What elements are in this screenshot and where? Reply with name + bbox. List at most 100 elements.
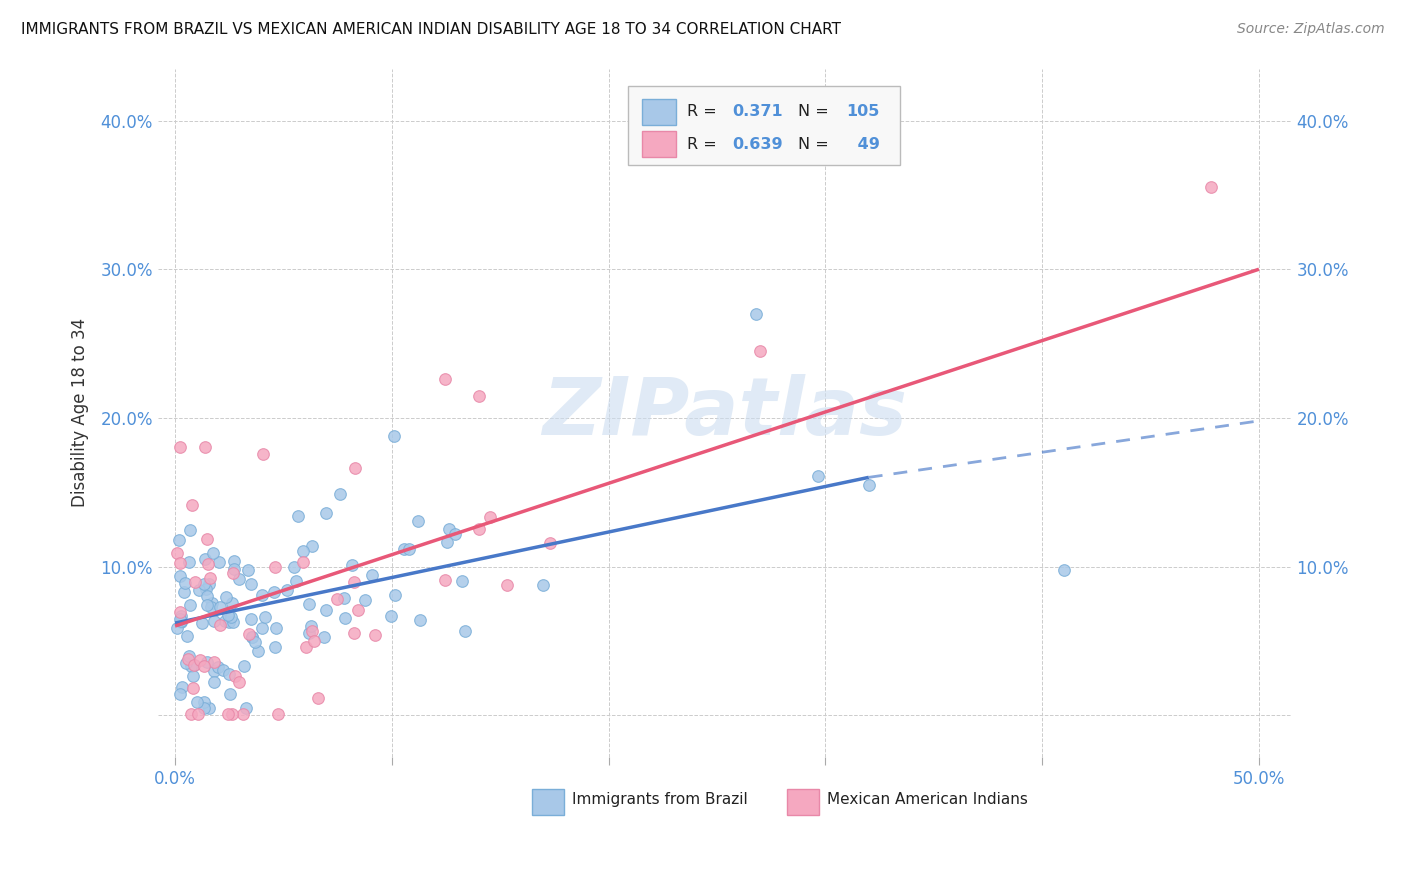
- Point: [343, 575, 366, 590]
- Point: [263, 560, 285, 574]
- Point: [181, 669, 204, 683]
- Text: 0.639: 0.639: [733, 136, 783, 152]
- Point: [167, 533, 190, 548]
- Point: [217, 608, 239, 623]
- Point: [299, 619, 322, 633]
- Point: [221, 596, 243, 610]
- Point: [361, 568, 384, 582]
- Point: [221, 706, 243, 721]
- Point: [346, 603, 368, 617]
- Point: [240, 612, 263, 626]
- Point: [177, 652, 200, 666]
- Point: [437, 523, 460, 537]
- Point: [354, 593, 377, 607]
- Text: IMMIGRANTS FROM BRAZIL VS MEXICAN AMERICAN INDIAN DISABILITY AGE 18 TO 34 CORREL: IMMIGRANTS FROM BRAZIL VS MEXICAN AMERIC…: [21, 22, 841, 37]
- Point: [188, 583, 211, 598]
- Bar: [787, 789, 818, 814]
- Text: Mexican American Indians: Mexican American Indians: [827, 792, 1028, 807]
- Point: [287, 508, 309, 523]
- Point: [208, 555, 231, 569]
- Point: [291, 544, 314, 558]
- Point: [749, 343, 772, 358]
- Point: [166, 621, 188, 635]
- Bar: [641, 99, 676, 125]
- Point: [858, 477, 880, 491]
- Point: [451, 574, 474, 589]
- Point: [169, 612, 191, 626]
- Point: [335, 610, 357, 624]
- Text: R =: R =: [688, 104, 723, 120]
- Point: [180, 706, 202, 721]
- Point: [236, 563, 259, 577]
- Point: [315, 603, 337, 617]
- Point: [219, 609, 242, 624]
- Point: [240, 630, 263, 644]
- Point: [200, 571, 222, 585]
- Point: [200, 596, 222, 610]
- Point: [364, 628, 387, 642]
- Point: [222, 554, 245, 568]
- Point: [214, 591, 236, 605]
- Point: [301, 624, 323, 639]
- Point: [200, 599, 222, 614]
- Point: [398, 542, 420, 557]
- Point: [238, 626, 260, 640]
- FancyBboxPatch shape: [628, 86, 900, 165]
- Point: [207, 660, 229, 674]
- Point: [392, 542, 415, 557]
- Point: [195, 582, 218, 596]
- Point: [436, 534, 458, 549]
- Point: [333, 591, 356, 605]
- Point: [468, 522, 491, 536]
- Text: 105: 105: [846, 104, 879, 120]
- Point: [170, 615, 193, 630]
- Point: [180, 659, 202, 673]
- Point: [169, 569, 191, 583]
- Point: [179, 599, 201, 613]
- Point: [263, 585, 285, 599]
- Point: [219, 687, 242, 701]
- Point: [218, 667, 240, 681]
- Point: [284, 574, 307, 589]
- Point: [222, 562, 245, 576]
- Point: [264, 640, 287, 654]
- Point: [183, 575, 205, 590]
- Point: [193, 658, 215, 673]
- Point: [187, 706, 209, 721]
- Text: ZIPatlas: ZIPatlas: [543, 374, 907, 451]
- Point: [214, 614, 236, 628]
- Point: [409, 613, 432, 627]
- Bar: [641, 131, 676, 157]
- Point: [169, 556, 191, 570]
- Point: [224, 669, 246, 683]
- Point: [240, 630, 263, 644]
- Point: [174, 576, 197, 591]
- Y-axis label: Disability Age 18 to 34: Disability Age 18 to 34: [72, 318, 89, 508]
- Point: [198, 701, 221, 715]
- Point: [208, 617, 231, 632]
- Text: Source: ZipAtlas.com: Source: ZipAtlas.com: [1237, 22, 1385, 37]
- Point: [276, 583, 298, 598]
- Point: [202, 675, 225, 690]
- Point: [186, 695, 208, 709]
- Point: [247, 644, 270, 658]
- Point: [253, 610, 276, 624]
- Point: [343, 461, 366, 475]
- Text: N =: N =: [799, 136, 834, 152]
- Point: [228, 572, 250, 586]
- Point: [283, 559, 305, 574]
- Point: [343, 625, 366, 640]
- Point: [384, 588, 406, 602]
- Point: [195, 589, 218, 603]
- Point: [495, 578, 517, 592]
- Point: [169, 686, 191, 700]
- Point: [191, 615, 214, 630]
- Point: [467, 388, 489, 402]
- Point: [382, 429, 405, 443]
- Text: R =: R =: [688, 136, 723, 152]
- Point: [1053, 562, 1076, 576]
- Point: [479, 509, 502, 524]
- Point: [433, 372, 456, 386]
- Point: [195, 599, 218, 613]
- Point: [745, 307, 768, 321]
